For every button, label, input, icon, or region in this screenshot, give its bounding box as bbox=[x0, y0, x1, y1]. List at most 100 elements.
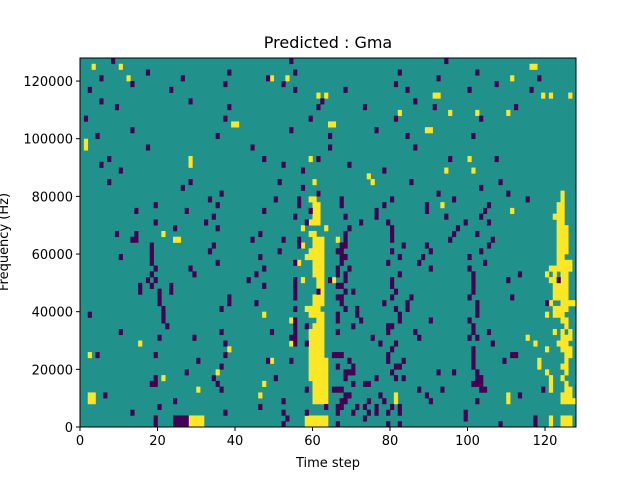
heatmap-cell-low bbox=[378, 392, 383, 399]
heatmap-cell-low bbox=[300, 184, 306, 191]
heatmap-cell-low bbox=[173, 398, 178, 405]
heatmap-cell-low bbox=[386, 409, 391, 416]
x-axis: 0 20 40 60 80 100 120 bbox=[76, 427, 557, 449]
heatmap-cell-low bbox=[386, 219, 391, 226]
heatmap-cell-low bbox=[506, 277, 511, 284]
x-tick-label: 80 bbox=[382, 434, 399, 449]
heatmap-cell-low bbox=[486, 328, 492, 336]
heatmap-cell-low bbox=[393, 375, 399, 382]
heatmap-cell-low bbox=[219, 386, 224, 393]
heatmap-cell-low bbox=[467, 317, 472, 324]
heatmap-cell-low bbox=[153, 421, 158, 428]
heatmap-cell-high bbox=[552, 288, 557, 295]
heatmap-cell-high bbox=[548, 265, 554, 272]
heatmap-cell-high bbox=[312, 254, 317, 261]
heatmap-cell-high bbox=[258, 392, 263, 399]
heatmap-cell-high bbox=[564, 259, 569, 266]
heatmap-cell-high bbox=[308, 363, 313, 370]
heatmap-cell-low bbox=[556, 277, 561, 284]
heatmap-cell-low bbox=[269, 328, 275, 336]
heatmap-cell-low bbox=[281, 398, 286, 405]
heatmap-cell-low bbox=[471, 380, 476, 387]
heatmap-cell-low bbox=[316, 156, 321, 163]
y-tick-label: 40000 bbox=[32, 306, 73, 321]
heatmap-cell-low bbox=[215, 225, 220, 232]
heatmap-cell-high bbox=[312, 311, 317, 318]
heatmap-cell-high bbox=[564, 236, 569, 243]
heatmap-cell-low bbox=[114, 104, 120, 111]
heatmap-cell-low bbox=[343, 213, 348, 220]
heatmap-cell-low bbox=[196, 357, 201, 364]
heatmap-cell-high bbox=[545, 369, 550, 376]
heatmap-cell-high bbox=[312, 248, 317, 255]
heatmap-cell-low bbox=[192, 271, 197, 278]
heatmap-cell-low bbox=[304, 340, 309, 347]
heatmap-cell-high bbox=[235, 121, 240, 128]
heatmap-cell-high bbox=[564, 392, 569, 399]
heatmap-cell-low bbox=[421, 254, 426, 261]
heatmap-cell-low bbox=[498, 421, 503, 428]
heatmap-cell-low bbox=[417, 386, 422, 393]
heatmap-cell-low bbox=[362, 380, 368, 387]
heatmap-cell-high bbox=[572, 300, 577, 307]
y-tick-label: 120000 bbox=[23, 75, 73, 90]
heatmap-cell-high bbox=[560, 421, 565, 428]
heatmap-cell-low bbox=[390, 248, 395, 255]
heatmap-cell-low bbox=[281, 421, 286, 428]
heatmap-cell-low bbox=[107, 156, 112, 163]
heatmap-cell-high bbox=[335, 236, 340, 243]
heatmap-cell-high bbox=[440, 202, 445, 209]
heatmap-cell-low bbox=[258, 403, 263, 411]
heatmap-cell-low bbox=[281, 236, 286, 243]
heatmap-cell-high bbox=[556, 254, 561, 261]
heatmap-cell-high bbox=[471, 167, 476, 174]
heatmap-cell-low bbox=[390, 225, 395, 232]
heatmap-cell-low bbox=[374, 375, 379, 382]
heatmap-cell-high bbox=[200, 421, 205, 428]
heatmap-cell-low bbox=[308, 207, 313, 214]
heatmap-cell-low bbox=[397, 311, 402, 318]
heatmap-cell-low bbox=[149, 242, 154, 249]
heatmap-cell-high bbox=[320, 254, 325, 261]
heatmap-cell-low bbox=[254, 300, 259, 307]
heatmap-cell-low bbox=[207, 196, 213, 203]
heatmap-cell-low bbox=[366, 409, 371, 416]
heatmap-cell-low bbox=[343, 375, 348, 382]
heatmap-cell-low bbox=[293, 288, 298, 295]
heatmap-cell-high bbox=[444, 167, 449, 174]
heatmap-cell-high bbox=[556, 230, 561, 238]
heatmap-cell-low bbox=[145, 69, 151, 76]
heatmap-cell-low bbox=[285, 415, 290, 422]
heatmap-cell-low bbox=[180, 415, 185, 422]
heatmap-cell-high bbox=[564, 225, 569, 232]
heatmap-cell-high bbox=[564, 288, 569, 295]
heatmap-cell-high bbox=[560, 277, 565, 284]
heatmap-cell-high bbox=[308, 254, 313, 261]
heatmap-cell-low bbox=[390, 369, 395, 376]
heatmap-cell-high bbox=[320, 352, 325, 359]
heatmap-cell-high bbox=[320, 294, 325, 301]
heatmap-cell-low bbox=[386, 352, 391, 359]
heatmap-cell-low bbox=[246, 277, 251, 284]
heatmap-cell-low bbox=[277, 248, 282, 255]
heatmap-cell-high bbox=[560, 196, 565, 203]
heatmap-cell-high bbox=[312, 363, 317, 370]
heatmap-cell-low bbox=[382, 300, 387, 307]
heatmap-cell-high bbox=[564, 386, 569, 393]
heatmap-cell-low bbox=[316, 190, 321, 197]
heatmap-cell-low bbox=[339, 398, 344, 405]
heatmap-cell-high bbox=[568, 398, 573, 405]
heatmap-cell-low bbox=[475, 300, 480, 307]
heatmap-cell-low bbox=[432, 104, 437, 111]
heatmap-cell-low bbox=[328, 132, 333, 140]
heatmap-cell-high bbox=[564, 398, 569, 405]
heatmap-cell-high bbox=[316, 248, 321, 255]
heatmap-cell-low bbox=[471, 363, 476, 370]
heatmap-cell-low bbox=[335, 311, 340, 318]
heatmap-cell-high bbox=[506, 392, 511, 399]
heatmap-cell-high bbox=[320, 248, 325, 255]
heatmap-cell-low bbox=[413, 98, 418, 105]
heatmap-cell-high bbox=[231, 121, 236, 128]
heatmap-cell-high bbox=[560, 311, 565, 318]
heatmap-cell-low bbox=[541, 386, 546, 393]
